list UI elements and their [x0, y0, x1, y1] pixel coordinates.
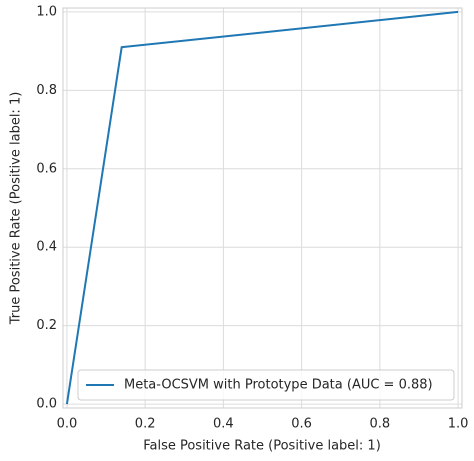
x-tick-label: 0.6 [291, 417, 312, 432]
y-tick-label: 0.2 [36, 318, 57, 333]
y-axis-label: True Positive Rate (Positive label: 1) [9, 92, 24, 326]
roc-line [65, 10, 459, 405]
y-tick-label: 1.0 [36, 4, 57, 19]
y-tick-label: 0.4 [36, 240, 57, 255]
x-tick-label: 0.2 [135, 417, 156, 432]
plot-frame [62, 7, 463, 409]
y-tick-label: 0.0 [36, 397, 57, 412]
x-axis-label: False Positive Rate (Positive label: 1) [143, 439, 381, 454]
legend-box [77, 369, 455, 401]
x-tick-label: 0.0 [57, 417, 78, 432]
y-tick-label: 0.6 [36, 161, 57, 176]
legend-label: Meta-OCSVM with Prototype Data (AUC = 0.… [124, 378, 433, 393]
legend: Meta-OCSVM with Prototype Data (AUC = 0.… [77, 369, 455, 401]
x-tick-label: 1.0 [448, 417, 469, 432]
y-tick-label: 0.8 [36, 83, 57, 98]
x-tick-label: 0.8 [370, 417, 391, 432]
x-tick-label: 0.4 [213, 417, 234, 432]
